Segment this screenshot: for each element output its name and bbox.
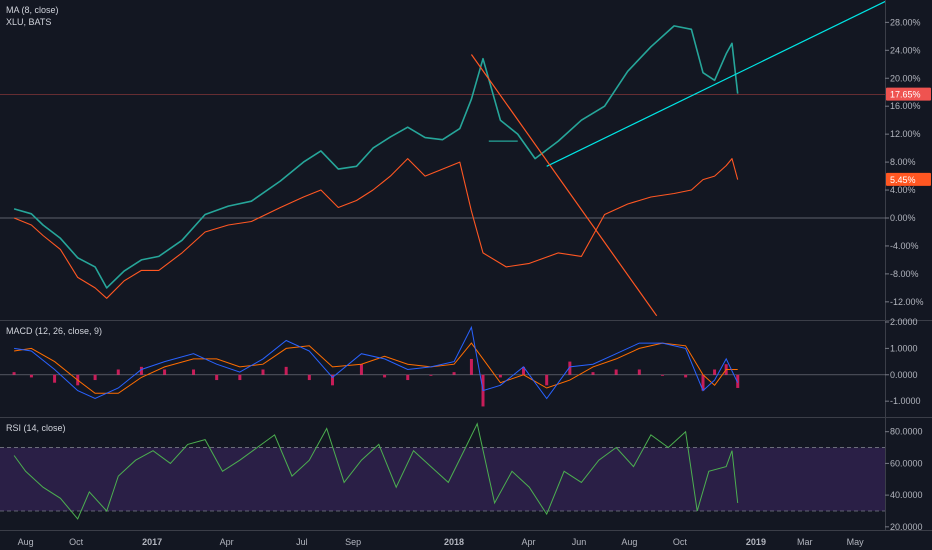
main-y-tick-label: 20.00%: [890, 73, 921, 83]
x-tick-label: Apr: [220, 537, 234, 547]
x-tick-label: Jul: [296, 537, 308, 547]
macd-histogram-bar: [568, 361, 572, 375]
main-y-tick-label: 8.00%: [890, 157, 916, 167]
macd-histogram-bar: [163, 369, 167, 375]
macd-histogram-bar: [660, 374, 664, 376]
macd-pane[interactable]: [0, 325, 885, 407]
rsi-y-tick-label: 80.0000: [890, 427, 923, 437]
macd-histogram-bar: [192, 369, 196, 375]
macd-histogram-bar: [307, 374, 311, 381]
macd-histogram-bar: [469, 358, 473, 375]
x-tick-label: Oct: [673, 537, 688, 547]
macd-histogram-bar: [53, 374, 57, 383]
macd-histogram-bar: [684, 374, 688, 378]
macd-histogram-bar: [383, 374, 387, 378]
pane-backgrounds: [0, 0, 932, 531]
main-y-tick-label: -12.00%: [890, 297, 924, 307]
main-y-tick-label: -4.00%: [890, 241, 919, 251]
macd-histogram-bar: [359, 364, 363, 375]
x-tick-label: 2017: [142, 537, 162, 547]
rsi-line[interactable]: [13, 422, 739, 520]
main-y-tick-label: -8.00%: [890, 269, 919, 279]
legend-rsi: RSI (14, close): [6, 423, 66, 433]
x-tick-label: Sep: [345, 537, 361, 547]
x-tick-label: Jun: [572, 537, 587, 547]
main-price-pane[interactable]: [0, 0, 889, 317]
price-badge-label: 17.65%: [890, 90, 921, 100]
macd-histogram-bar: [116, 369, 120, 375]
x-tick-label: 2018: [444, 537, 464, 547]
legend-xlu: XLU, BATS: [6, 17, 51, 27]
macd-histogram-bar: [215, 374, 219, 381]
macd-histogram-bar: [614, 369, 618, 375]
price-badge-label: 5.45%: [890, 175, 916, 185]
trendline-drawing[interactable]: [546, 0, 889, 167]
x-tick-label: Aug: [621, 537, 637, 547]
macd-histogram-bar: [29, 374, 33, 378]
legend-ma: MA (8, close): [6, 5, 59, 15]
legends: MA (8, close) XLU, BATS MACD (12, 26, cl…: [6, 5, 102, 433]
macd-histogram-bar: [284, 366, 288, 375]
xlu-line[interactable]: [13, 158, 739, 299]
x-tick-label: May: [847, 537, 865, 547]
rsi-y-tick-label: 20.0000: [890, 522, 923, 532]
rsi-y-tick-label: 40.0000: [890, 490, 923, 500]
macd-line[interactable]: [14, 325, 739, 400]
x-tick-label: Oct: [69, 537, 84, 547]
price-badge: [886, 172, 931, 186]
main-y-tick-label: 28.00%: [890, 17, 921, 27]
macd-histogram-bar: [701, 374, 705, 391]
macd-signal-line[interactable]: [14, 342, 738, 394]
macd-histogram-bar: [139, 366, 143, 375]
macd-y-tick-label: 1.0000: [890, 343, 918, 353]
axes: 28.00% 24.00% 20.00% 16.00% 12.00% 8.00% 4.00%…: [18, 17, 931, 547]
main-y-tick-label: 12.00%: [890, 129, 921, 139]
macd-histogram-bar: [452, 372, 456, 375]
macd-histogram-bar: [330, 374, 334, 386]
macd-histogram-bar: [261, 369, 265, 375]
rsi-pane[interactable]: [0, 422, 885, 520]
main-y-tick-label: 4.00%: [890, 185, 916, 195]
macd-histogram-bar: [406, 374, 410, 381]
main-y-tick-label: 0.00%: [890, 213, 916, 223]
rsi-band-fill: [0, 447, 885, 511]
macd-y-tick-label: 2.0000: [890, 317, 918, 327]
x-tick-label: Mar: [797, 537, 813, 547]
macd-y-tick-label: 0.0000: [890, 370, 918, 380]
main-y-tick-label: 24.00%: [890, 45, 921, 55]
ma-price-line[interactable]: [13, 25, 739, 289]
legend-macd: MACD (12, 26, close, 9): [6, 326, 102, 336]
macd-histogram-bar: [238, 374, 242, 381]
macd-y-tick-label: -1.0000: [890, 396, 921, 406]
macd-histogram-bar: [637, 369, 641, 375]
macd-histogram-bar: [522, 366, 526, 375]
main-y-tick-label: 16.00%: [890, 101, 921, 111]
macd-histogram-bar: [545, 374, 549, 386]
macd-histogram-bar: [429, 374, 433, 376]
trendline-drawing[interactable]: [470, 54, 658, 317]
x-tick-label: Aug: [18, 537, 34, 547]
macd-histogram-bar: [713, 369, 717, 375]
macd-histogram-bar: [736, 374, 740, 388]
macd-histogram-bar: [498, 374, 502, 378]
x-tick-label: Apr: [521, 537, 535, 547]
macd-histogram-bar: [591, 372, 595, 375]
price-badge: [886, 87, 931, 101]
macd-histogram-bar: [93, 374, 97, 381]
macd-histogram-bar: [12, 372, 16, 375]
x-tick-label: 2019: [746, 537, 766, 547]
rsi-y-tick-label: 60.0000: [890, 458, 923, 468]
